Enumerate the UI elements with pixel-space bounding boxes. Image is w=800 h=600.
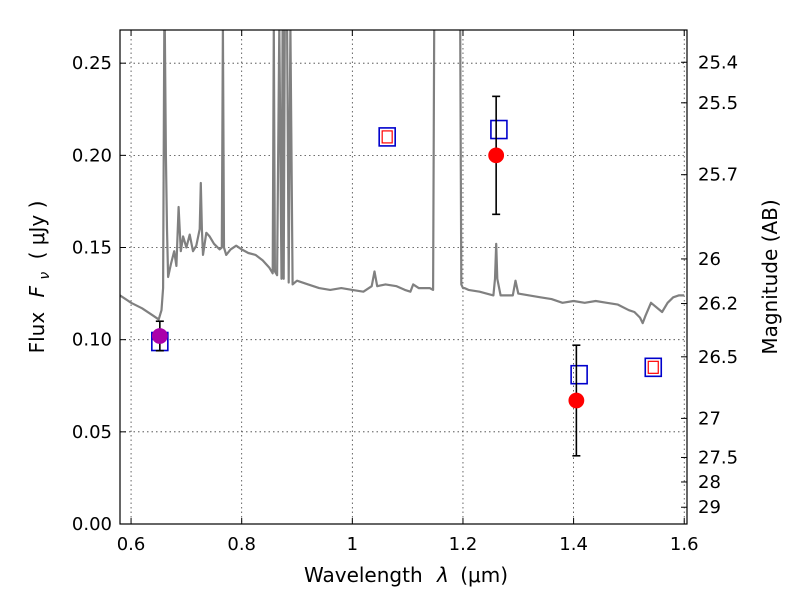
y2-tick-label: 26.2: [698, 294, 738, 315]
y-tick-label: 0.25: [72, 53, 112, 74]
y-axis-label-unit: ( μJy ): [25, 201, 49, 260]
y2-tick-label: 25.7: [698, 165, 738, 186]
y-tick-label: 0.10: [72, 330, 112, 351]
plot-background: [120, 30, 687, 524]
y-tick-label: 0.00: [72, 514, 112, 535]
x-axis-label-unit: (μm): [460, 563, 508, 587]
x-tick-label: 1.4: [559, 534, 588, 555]
model-square-outer-marker: [378, 127, 396, 147]
data-layer: [120, 30, 685, 325]
x-tick-label: 1.2: [449, 534, 478, 555]
y2-tick-label: 27: [698, 408, 721, 429]
y-tick-label: 0.20: [72, 145, 112, 166]
marker-layer: [151, 95, 663, 457]
y-axis-label: Flux F ν ( μJy ): [25, 201, 54, 354]
model-square-outer-marker: [644, 357, 663, 378]
model-square-inner-marker: [381, 130, 393, 144]
y2-tick-label: 25.5: [698, 93, 738, 114]
x-axis-label-symbol: λ: [436, 563, 449, 587]
measurement-point: [151, 328, 168, 344]
spectrum-line: [120, 30, 685, 325]
y-tick-label: 0.05: [72, 422, 112, 443]
x-tick-label: 1.6: [670, 534, 699, 555]
y2-axis-label: Magnitude (AB): [758, 199, 782, 354]
measurement-point: [568, 392, 585, 409]
x-axis-label-text: Wavelength: [304, 563, 423, 587]
y-tick-label: 0.15: [72, 238, 112, 259]
ticks: 0.6 0.8 1 1.2 1.4 1.6 0.00 0.05 0.10 0.15 0.20 0.25…: [72, 30, 738, 555]
x-tick-label: 0.6: [117, 534, 146, 555]
model-square-marker: [570, 364, 588, 385]
y-axis-label-symbol: F: [25, 285, 49, 297]
y2-tick-label: 26.5: [698, 347, 738, 368]
y-axis-label-text: Flux: [25, 312, 49, 354]
plot-frame: [119, 29, 688, 525]
y2-tick-label: 25.4: [698, 52, 738, 73]
y2-tick-label: 27.5: [698, 447, 738, 468]
model-square-inner-marker: [647, 360, 659, 374]
y2-tick-label: 28: [698, 472, 721, 493]
x-tick-label: 0.8: [227, 534, 256, 555]
y2-tick-label: 26: [698, 249, 721, 270]
x-tick-label: 1: [347, 534, 358, 555]
y2-tick-label: 29: [698, 497, 721, 518]
x-axis-label: Wavelength λ (μm): [304, 563, 508, 587]
y-axis-label-subscript: ν: [37, 272, 53, 280]
measurement-point: [488, 147, 505, 164]
model-square-marker: [490, 119, 508, 140]
